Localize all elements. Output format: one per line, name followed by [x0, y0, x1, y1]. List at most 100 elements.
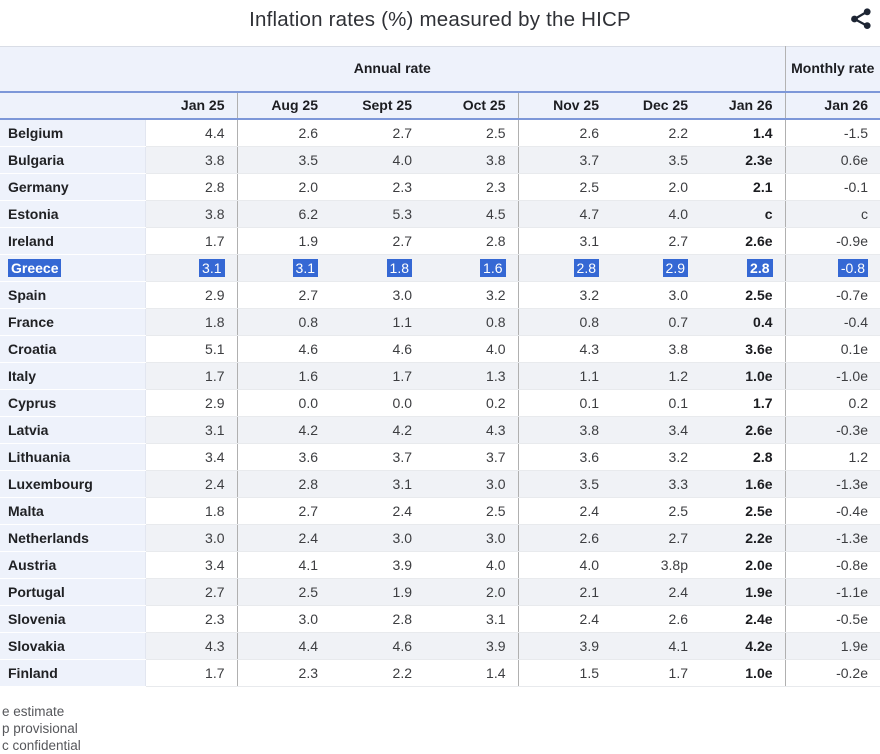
annual-value-cell: 3.0: [611, 281, 700, 309]
table-row[interactable]: Italy 1.7 1.6 1.7 1.3 1.1 1.2 1.0e -1.0e: [0, 362, 880, 390]
table-row[interactable]: Croatia 5.1 4.6 4.6 4.0 4.3 3.8 3.6e 0.1e: [0, 335, 880, 363]
monthly-value-cell: 0.1e: [785, 335, 880, 363]
annual-value-cell: 3.4: [611, 416, 700, 444]
annual-value-cell: 3.7: [330, 443, 424, 471]
annual-value-cell: 3.4: [145, 443, 238, 471]
monthly-value-cell: -0.7e: [785, 281, 880, 309]
annual-value-cell: 1.7: [700, 389, 786, 417]
annual-value-cell: 2.7: [145, 578, 238, 606]
annual-value-cell: 3.0: [424, 470, 519, 498]
table-row[interactable]: Ireland 1.7 1.9 2.7 2.8 3.1 2.7 2.6e -0.9e: [0, 227, 880, 255]
monthly-value-cell: -1.3e: [785, 524, 880, 552]
country-cell: Finland: [0, 659, 146, 687]
annual-value-cell: 4.1: [237, 551, 330, 579]
country-cell: Spain: [0, 281, 146, 309]
country-cell: Belgium: [0, 118, 146, 147]
selected-text: 1.6: [480, 258, 506, 277]
selected-text: 3.1: [199, 258, 225, 277]
table-row[interactable]: Belgium 4.4 2.6 2.7 2.5 2.6 2.2 1.4 -1.5: [0, 118, 880, 147]
annual-value-cell: 3.9: [330, 551, 424, 579]
annual-value-cell: 2.1: [700, 173, 786, 201]
country-cell: Lithuania: [0, 443, 146, 471]
annual-value-cell: 0.0: [237, 389, 330, 417]
annual-value-cell: 1.9: [237, 227, 330, 255]
annual-value-cell: 2.4: [611, 578, 700, 606]
monthly-value-cell: 1.2: [785, 443, 880, 471]
annual-value-cell: 3.7: [424, 443, 519, 471]
annual-value-cell: 2.5e: [700, 281, 786, 309]
annual-value-cell: 1.6: [424, 254, 519, 282]
annual-value-cell: 3.0: [237, 605, 330, 633]
annual-value-cell: 4.6: [330, 335, 424, 363]
table-row[interactable]: Malta 1.8 2.7 2.4 2.5 2.4 2.5 2.5e -0.4e: [0, 497, 880, 525]
column-header-dec-25: Dec 25: [611, 91, 700, 120]
annual-value-cell: 2.9: [145, 281, 238, 309]
monthly-value-cell: -1.1e: [785, 578, 880, 606]
annual-value-cell: 3.8: [611, 335, 700, 363]
annual-value-cell: 2.4: [518, 605, 611, 633]
column-header-jan-26: Jan 26: [700, 91, 786, 120]
table-row[interactable]: Slovakia 4.3 4.4 4.6 3.9 3.9 4.1 4.2e 1.9e: [0, 632, 880, 660]
table-row[interactable]: Spain 2.9 2.7 3.0 3.2 3.2 3.0 2.5e -0.7e: [0, 281, 880, 309]
annual-value-cell: 2.9: [145, 389, 238, 417]
country-cell: Netherlands: [0, 524, 146, 552]
annual-value-cell: 5.3: [330, 200, 424, 228]
table-row[interactable]: Bulgaria 3.8 3.5 4.0 3.8 3.7 3.5 2.3e 0.6e: [0, 146, 880, 174]
table-row[interactable]: Cyprus 2.9 0.0 0.0 0.2 0.1 0.1 1.7 0.2: [0, 389, 880, 417]
annual-value-cell: 2.6e: [700, 416, 786, 444]
annual-value-cell: 2.5: [424, 118, 519, 147]
selected-text: 2.9: [662, 258, 688, 277]
annual-value-cell: 1.7: [145, 659, 238, 687]
annual-value-cell: 3.2: [424, 281, 519, 309]
annual-value-cell: 2.3: [237, 659, 330, 687]
table-row[interactable]: Greece 3.1 3.1 1.8 1.6 2.8 2.9 2.8 -0.8: [0, 254, 880, 282]
monthly-value-cell: -0.5e: [785, 605, 880, 633]
table-row[interactable]: Finland 1.7 2.3 2.2 1.4 1.5 1.7 1.0e -0.2e: [0, 659, 880, 687]
table-body: Belgium 4.4 2.6 2.7 2.5 2.6 2.2 1.4 -1.5 Bulgaria…: [0, 118, 880, 687]
annual-value-cell: c: [700, 200, 786, 228]
annual-value-cell: 2.8: [145, 173, 238, 201]
selected-text: 1.8: [386, 258, 412, 277]
annual-value-cell: 3.8: [145, 146, 238, 174]
annual-value-cell: 3.8: [424, 146, 519, 174]
annual-value-cell: 3.2: [611, 443, 700, 471]
annual-value-cell: 0.8: [518, 308, 611, 336]
column-header-nov-25: Nov 25: [518, 91, 611, 120]
title-bar: Inflation rates (%) measured by the HICP: [0, 6, 880, 42]
table-row[interactable]: Lithuania 3.4 3.6 3.7 3.7 3.6 3.2 2.8 1.2: [0, 443, 880, 471]
annual-value-cell: 3.5: [237, 146, 330, 174]
page-title: Inflation rates (%) measured by the HICP: [249, 8, 631, 31]
annual-value-cell: 3.1: [424, 605, 519, 633]
annual-value-cell: 2.3e: [700, 146, 786, 174]
table-row[interactable]: Portugal 2.7 2.5 1.9 2.0 2.1 2.4 1.9e -1.1e: [0, 578, 880, 606]
annual-value-cell: 2.7: [237, 281, 330, 309]
annual-value-cell: 3.6: [518, 443, 611, 471]
table-row[interactable]: Netherlands 3.0 2.4 3.0 3.0 2.6 2.7 2.2e -1.3e: [0, 524, 880, 552]
country-cell: Portugal: [0, 578, 146, 606]
annual-value-cell: 1.9e: [700, 578, 786, 606]
table-row[interactable]: Slovenia 2.3 3.0 2.8 3.1 2.4 2.6 2.4e -0.5e: [0, 605, 880, 633]
annual-value-cell: 2.7: [611, 227, 700, 255]
share-button[interactable]: [848, 6, 874, 32]
table-row[interactable]: Austria 3.4 4.1 3.9 4.0 4.0 3.8p 2.0e -0.8e: [0, 551, 880, 579]
annual-value-cell: 2.5e: [700, 497, 786, 525]
annual-value-cell: 4.3: [145, 632, 238, 660]
annual-value-cell: 3.4: [145, 551, 238, 579]
annual-value-cell: 1.7: [145, 362, 238, 390]
table-row[interactable]: Estonia 3.8 6.2 5.3 4.5 4.7 4.0 c c: [0, 200, 880, 228]
table-row[interactable]: Germany 2.8 2.0 2.3 2.3 2.5 2.0 2.1 -0.1: [0, 173, 880, 201]
table-row[interactable]: Latvia 3.1 4.2 4.2 4.3 3.8 3.4 2.6e -0.3e: [0, 416, 880, 444]
country-cell: Greece: [0, 254, 146, 282]
annual-value-cell: 2.7: [330, 118, 424, 147]
table-row[interactable]: France 1.8 0.8 1.1 0.8 0.8 0.7 0.4 -0.4: [0, 308, 880, 336]
annual-value-cell: 0.2: [424, 389, 519, 417]
monthly-rate-header: Monthly rate: [785, 46, 880, 93]
annual-value-cell: 2.1: [518, 578, 611, 606]
footnotes: e estimate p provisional c confidential: [0, 703, 880, 754]
annual-value-cell: 4.5: [424, 200, 519, 228]
annual-value-cell: 2.5: [518, 173, 611, 201]
monthly-value-cell: -1.5: [785, 118, 880, 147]
annual-value-cell: 3.1: [518, 227, 611, 255]
table-row[interactable]: Luxembourg 2.4 2.8 3.1 3.0 3.5 3.3 1.6e -1.3e: [0, 470, 880, 498]
monthly-value-cell: -1.3e: [785, 470, 880, 498]
